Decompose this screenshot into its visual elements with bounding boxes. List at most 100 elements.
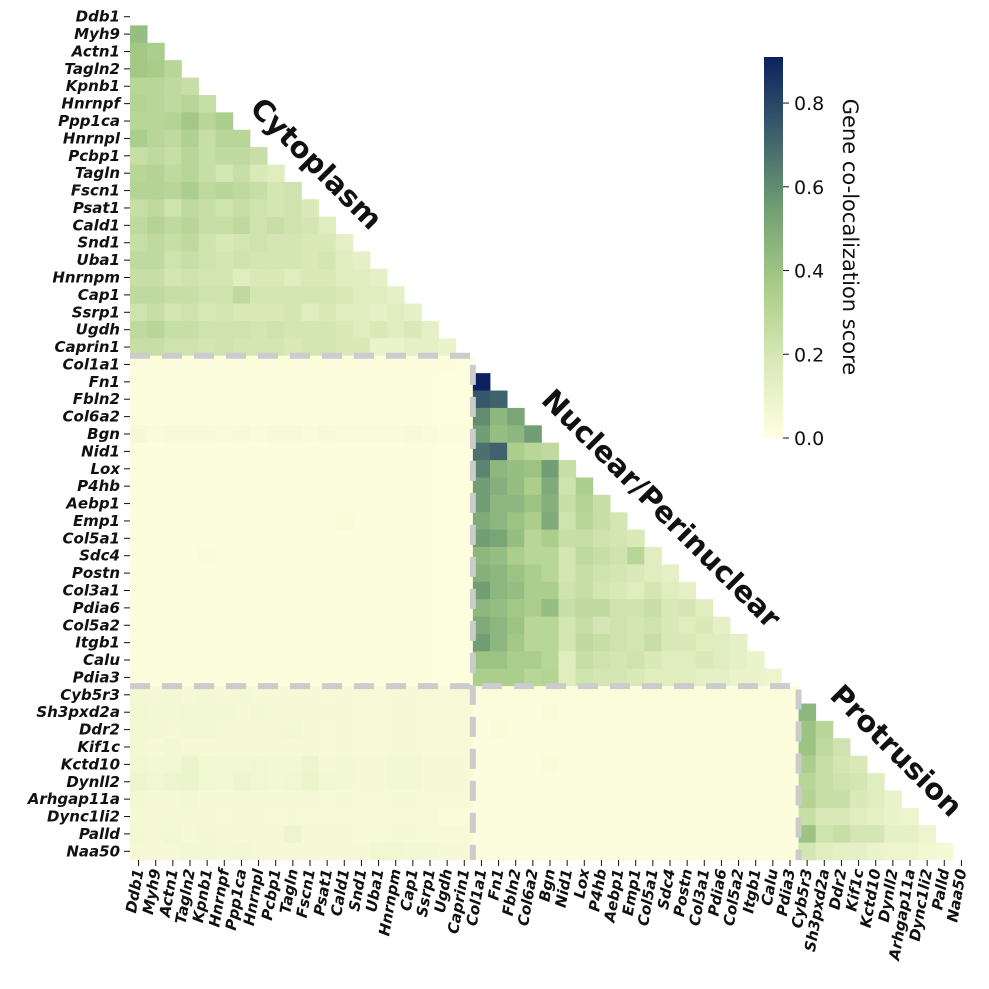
heatmap-cell <box>198 460 217 478</box>
heatmap-cell <box>198 320 217 339</box>
heatmap-cell <box>335 303 354 322</box>
heatmap-cell <box>147 425 165 444</box>
heatmap-cell <box>730 790 748 809</box>
y-tick-label: Aebp1 <box>65 495 120 513</box>
heatmap-cell <box>490 842 508 861</box>
heatmap-cell <box>130 564 148 583</box>
heatmap-cell <box>370 373 388 391</box>
y-tick-label: Actn1 <box>71 42 120 60</box>
heatmap-cell <box>215 303 234 322</box>
heatmap-cell <box>455 738 474 757</box>
heatmap-cell <box>592 547 611 565</box>
heatmap-cell <box>387 668 405 687</box>
heatmap-cell <box>764 807 782 826</box>
heatmap-cell <box>815 738 834 757</box>
heatmap-cell <box>644 633 662 652</box>
heatmap-cell <box>352 686 371 704</box>
heatmap-cell <box>198 773 217 791</box>
heatmap-cell <box>370 686 388 704</box>
heatmap-cell <box>147 738 165 757</box>
heatmap-cell <box>181 773 199 791</box>
heatmap-cell <box>318 460 337 478</box>
heatmap-cell <box>695 651 714 670</box>
heatmap-cell <box>421 790 439 809</box>
heatmap-cell <box>147 529 165 548</box>
heatmap-cell <box>164 842 182 861</box>
heatmap-cell <box>301 373 319 391</box>
heatmap-cell <box>198 355 217 374</box>
heatmap-cell <box>164 790 182 809</box>
heatmap-cell <box>284 390 302 409</box>
heatmap-cell <box>455 407 474 426</box>
heatmap-cell <box>712 773 731 791</box>
heatmap-cell <box>301 425 319 444</box>
heatmap-cell <box>130 373 148 391</box>
heatmap-cell <box>421 773 439 791</box>
heatmap-cell <box>147 720 165 739</box>
heatmap-cell <box>678 703 697 722</box>
y-tick-label: Kif1c <box>77 738 120 756</box>
heatmap-cell <box>781 686 799 704</box>
heatmap-cell <box>404 460 422 478</box>
heatmap-cell <box>352 286 371 304</box>
heatmap-cell <box>644 773 662 791</box>
heatmap-cell <box>318 494 337 513</box>
heatmap-cell <box>215 425 234 444</box>
heatmap-cell <box>198 790 217 809</box>
heatmap-cell <box>130 686 148 704</box>
heatmap-cell <box>867 773 885 791</box>
heatmap-cell <box>147 564 165 583</box>
heatmap-cell <box>284 755 302 774</box>
heatmap-cell <box>232 460 251 478</box>
heatmap-cell <box>541 773 559 791</box>
heatmap-cell <box>181 355 199 374</box>
heatmap-cell <box>490 512 508 531</box>
heatmap-cell <box>318 720 337 739</box>
heatmap-cell <box>747 773 765 791</box>
heatmap-cell <box>387 738 405 757</box>
heatmap-cell <box>147 77 165 96</box>
heatmap-cell <box>198 425 217 444</box>
heatmap-cell <box>850 755 868 774</box>
heatmap-cell <box>284 686 302 704</box>
heatmap-cell <box>661 807 679 826</box>
heatmap-cell <box>575 581 594 600</box>
heatmap-cell <box>370 581 388 600</box>
heatmap-cell <box>781 825 799 844</box>
heatmap-cell <box>164 338 182 357</box>
heatmap-cell <box>490 633 508 652</box>
heatmap-cell <box>164 355 182 374</box>
heatmap-cell <box>610 616 628 635</box>
heatmap-cell <box>215 460 234 478</box>
heatmap-cell <box>421 460 439 478</box>
heatmap-cell <box>284 633 302 652</box>
heatmap-cell <box>267 686 285 704</box>
heatmap-cell <box>592 755 611 774</box>
heatmap-cell <box>181 164 199 183</box>
heatmap-cell <box>250 425 268 444</box>
heatmap-cell <box>524 581 542 600</box>
heatmap-cell <box>232 738 251 757</box>
heatmap-cell <box>335 338 354 357</box>
y-tick-label: Dync1li2 <box>47 808 120 826</box>
heatmap-cell <box>455 720 474 739</box>
heatmap-cell <box>352 320 371 339</box>
heatmap-cell <box>558 668 577 687</box>
heatmap-cell <box>267 547 285 565</box>
heatmap-cell <box>421 529 439 548</box>
heatmap-cell <box>318 268 337 287</box>
heatmap-cell <box>712 686 731 704</box>
heatmap-cell <box>164 547 182 565</box>
heatmap-cell <box>712 651 731 670</box>
heatmap-cell <box>404 790 422 809</box>
heatmap-cell <box>301 755 319 774</box>
heatmap-cell <box>575 651 594 670</box>
heatmap-cell <box>352 529 371 548</box>
heatmap-cell <box>130 129 148 148</box>
heatmap-cell <box>267 251 285 270</box>
heatmap-cell <box>215 216 234 235</box>
heatmap-cell <box>764 668 782 687</box>
heatmap-cell <box>335 616 354 635</box>
heatmap-cell <box>644 599 662 617</box>
